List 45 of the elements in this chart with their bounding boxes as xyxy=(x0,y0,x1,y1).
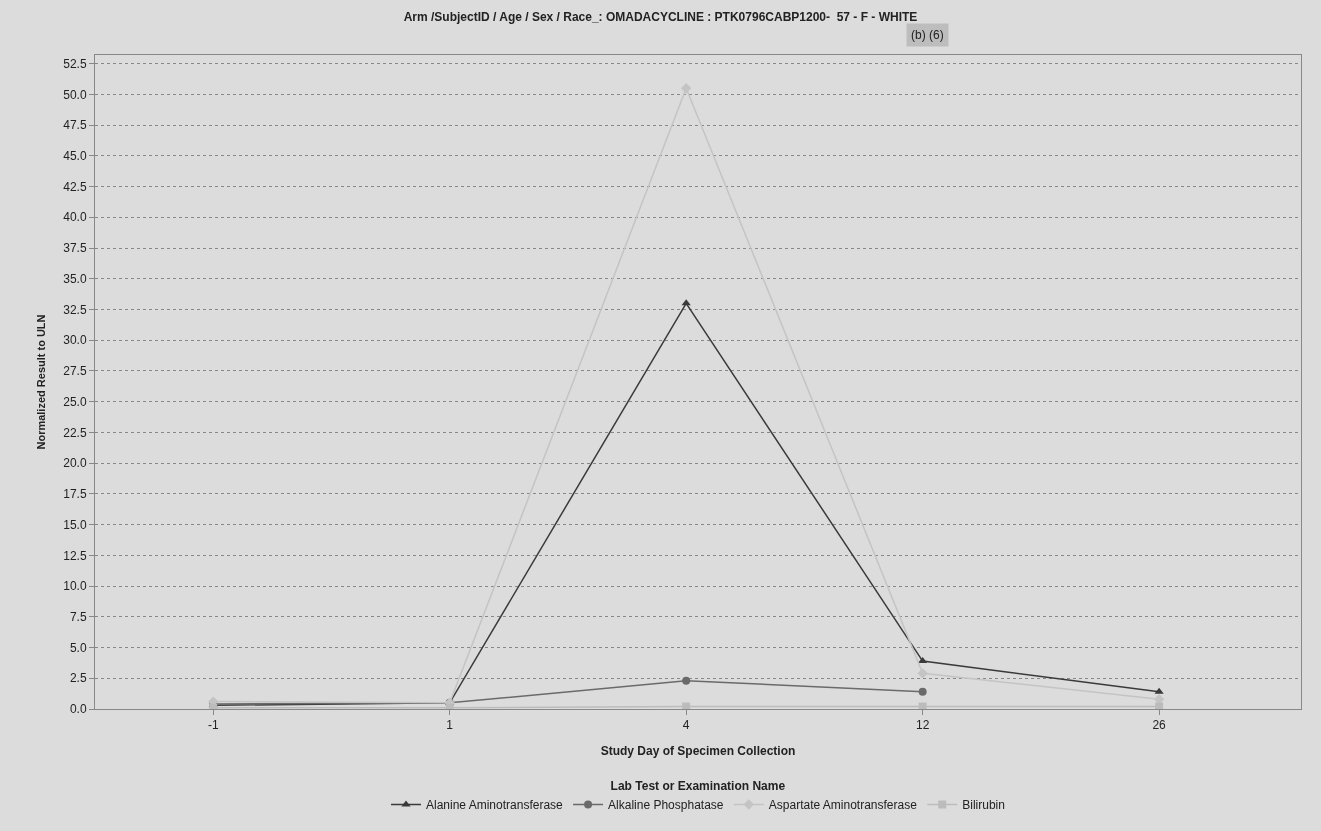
legend-label: Alkaline Phosphatase xyxy=(608,798,724,813)
y-tick-label: 15.0 xyxy=(63,517,87,532)
x-tick-label: 1 xyxy=(446,718,454,733)
y-tick-label: 0.0 xyxy=(69,702,87,717)
y-tick-label: 20.0 xyxy=(63,456,87,471)
y-tick-label: 2.5 xyxy=(69,671,87,686)
y-tick-label: 37.5 xyxy=(63,241,87,256)
y-tick-label: 32.5 xyxy=(63,302,87,317)
y-tick-label: 25.0 xyxy=(63,394,87,409)
point xyxy=(1155,702,1164,709)
y-tick-label: 42.5 xyxy=(63,179,87,194)
y-tick-label: 17.5 xyxy=(63,487,87,502)
point xyxy=(918,657,928,664)
point xyxy=(917,668,928,679)
x-tick-label: -1 xyxy=(207,718,219,733)
y-tick-label: 40.0 xyxy=(63,210,87,225)
y-tick-label: 22.5 xyxy=(63,425,87,440)
y-tick-label: 50.0 xyxy=(63,87,87,102)
point xyxy=(918,702,927,709)
y-tick-label: 10.0 xyxy=(63,579,87,594)
legend-label: Alanine Aminotransferase xyxy=(426,798,564,813)
point xyxy=(680,82,692,94)
chart-title: Arm /SubjectID / Age / Sex / Race_: OMADACYCLINE : PTK0796CABP1200- 57 - F - WHITE xyxy=(403,9,918,24)
x-tick-label: 12 xyxy=(915,718,930,733)
legend-label: Aspartate Aminotransferase xyxy=(768,798,918,813)
y-tick-label: 35.0 xyxy=(63,271,87,286)
x-tick-label: 4 xyxy=(682,718,690,733)
point xyxy=(682,702,691,709)
y-axis-title: Normalized Result to ULN xyxy=(34,314,47,450)
legend-title: Lab Test or Examination Name xyxy=(610,779,786,793)
y-tick-label: 30.0 xyxy=(63,333,87,348)
legend-label: Bilirubin xyxy=(962,798,1005,813)
y-tick-label: 7.5 xyxy=(69,610,87,624)
x-tick-label: 26 xyxy=(1152,718,1167,733)
point xyxy=(918,687,927,696)
y-tick-label: 5.0 xyxy=(69,640,87,655)
x-axis-title: Study Day of Specimen Collection xyxy=(600,744,796,759)
text: (b) (6) xyxy=(911,28,944,42)
y-tick-label: 27.5 xyxy=(63,364,87,379)
y-tick-label: 12.5 xyxy=(63,548,87,563)
y-tick-label: 52.5 xyxy=(63,56,87,71)
y-tick-label: 45.0 xyxy=(63,149,87,163)
y-tick-label: 47.5 xyxy=(63,118,87,133)
point xyxy=(682,676,691,685)
point xyxy=(1154,687,1164,694)
